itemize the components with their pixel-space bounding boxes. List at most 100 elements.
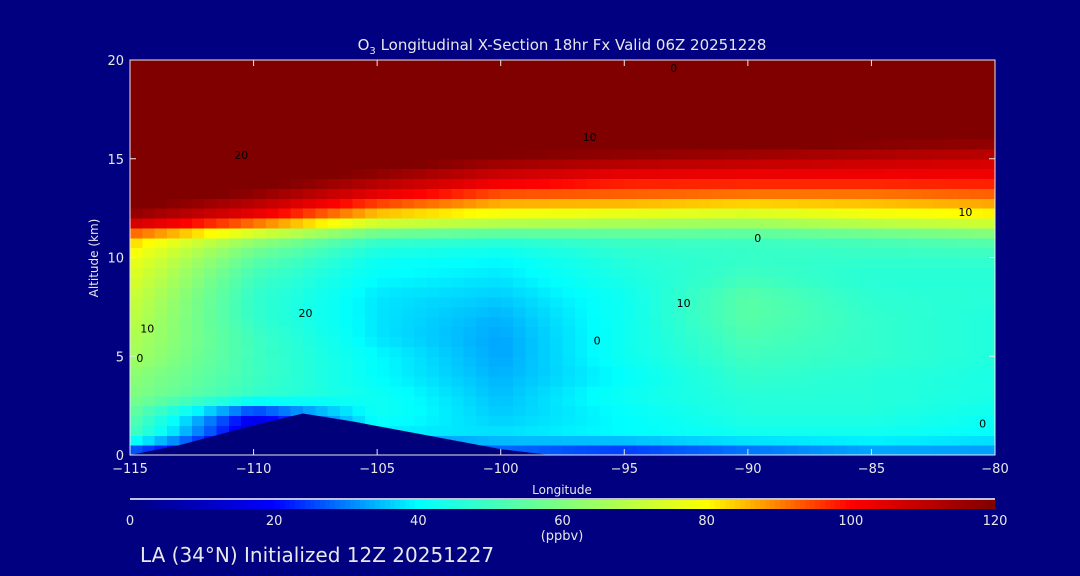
heatmap-cell xyxy=(945,297,959,308)
heatmap-cell xyxy=(747,445,761,456)
heatmap-cell xyxy=(130,139,143,150)
heatmap-cell xyxy=(945,178,959,189)
heatmap-cell xyxy=(167,218,181,229)
heatmap-cell xyxy=(784,139,798,150)
heatmap-cell xyxy=(327,79,341,91)
colorbar-segment xyxy=(205,500,211,509)
colorbar-segment xyxy=(215,500,221,509)
heatmap-cell xyxy=(797,445,811,456)
heatmap-cell xyxy=(352,385,366,397)
colorbar-segment xyxy=(410,500,416,509)
heatmap-cell xyxy=(883,376,897,387)
heatmap-cell xyxy=(747,425,761,436)
heatmap-cell xyxy=(167,435,181,446)
heatmap-cell xyxy=(401,297,415,308)
heatmap-cell xyxy=(340,316,354,328)
heatmap-cell xyxy=(673,366,687,377)
heatmap-cell xyxy=(945,198,959,209)
heatmap-cell xyxy=(747,139,761,150)
heatmap-cell xyxy=(290,336,304,347)
heatmap-cell xyxy=(846,79,860,91)
heatmap-cell xyxy=(303,366,316,377)
heatmap-cell xyxy=(636,376,650,387)
heatmap-cell xyxy=(377,129,391,140)
heatmap-cell xyxy=(574,435,588,446)
heatmap-cell xyxy=(834,139,848,150)
heatmap-cell xyxy=(154,89,168,101)
heatmap-cell xyxy=(130,247,143,259)
heatmap-cell xyxy=(364,247,378,259)
heatmap-cell xyxy=(809,435,823,446)
heatmap-cell xyxy=(154,218,168,229)
heatmap-cell xyxy=(661,198,675,209)
heatmap-cell xyxy=(957,198,971,209)
heatmap-cell xyxy=(982,277,996,288)
heatmap-cell xyxy=(636,168,650,180)
heatmap-cell xyxy=(216,237,230,249)
heatmap-cell xyxy=(908,445,922,456)
heatmap-cell xyxy=(957,445,971,456)
heatmap-cell xyxy=(179,178,193,189)
heatmap-cell xyxy=(265,405,279,417)
heatmap-cell xyxy=(834,346,848,357)
heatmap-cell xyxy=(340,129,354,140)
heatmap-cell xyxy=(945,247,959,259)
heatmap-cell xyxy=(661,326,675,338)
heatmap-cell xyxy=(871,277,885,288)
heatmap-cell xyxy=(920,188,934,199)
heatmap-cell xyxy=(957,435,971,446)
heatmap-cell xyxy=(624,326,638,338)
heatmap-cell xyxy=(241,326,255,338)
heatmap-cell xyxy=(241,69,255,81)
colorbar-segment xyxy=(415,500,421,509)
heatmap-cell xyxy=(216,356,230,367)
heatmap-cell xyxy=(438,306,452,318)
heatmap-cell xyxy=(550,178,564,189)
contour-label: 0 xyxy=(670,62,677,75)
heatmap-cell xyxy=(574,198,588,209)
heatmap-cell xyxy=(636,178,650,189)
heatmap-cell xyxy=(723,425,737,436)
heatmap-cell xyxy=(500,326,514,338)
heatmap-cell xyxy=(599,277,613,288)
colorbar-segment xyxy=(880,500,886,509)
heatmap-cell xyxy=(661,208,675,219)
heatmap-cell xyxy=(574,168,588,180)
heatmap-cell xyxy=(265,356,279,367)
heatmap-cell xyxy=(352,218,366,229)
colorbar-segment xyxy=(255,500,261,509)
heatmap-cell xyxy=(513,158,527,170)
colorbar-segment xyxy=(950,500,956,509)
heatmap-cell xyxy=(908,208,922,219)
heatmap-cell xyxy=(278,178,292,189)
heatmap-cell xyxy=(327,257,341,268)
heatmap-cell xyxy=(278,356,292,367)
heatmap-cell xyxy=(537,257,551,268)
heatmap-cell xyxy=(352,366,366,377)
heatmap-cell xyxy=(438,346,452,357)
heatmap-cell xyxy=(970,227,984,239)
heatmap-cell xyxy=(957,277,971,288)
colorbar-segment xyxy=(320,500,326,509)
heatmap-cell xyxy=(204,415,218,426)
heatmap-cell xyxy=(883,297,897,308)
heatmap-cell xyxy=(228,297,242,308)
heatmap-cell xyxy=(908,267,922,278)
heatmap-cell xyxy=(500,297,514,308)
heatmap-cell xyxy=(550,129,564,140)
heatmap-cell xyxy=(476,405,489,417)
heatmap-cell xyxy=(265,79,279,91)
heatmap-cell xyxy=(698,257,712,268)
heatmap-cell xyxy=(933,356,947,367)
heatmap-cell xyxy=(920,257,934,268)
heatmap-cell xyxy=(191,218,205,229)
colorbar-segment xyxy=(435,500,441,509)
heatmap-cell xyxy=(241,336,255,347)
heatmap-cell xyxy=(772,178,786,189)
heatmap-cell xyxy=(253,109,267,120)
heatmap-cell xyxy=(933,415,947,426)
heatmap-cell xyxy=(760,297,774,308)
heatmap-cell xyxy=(611,158,625,170)
heatmap-cell xyxy=(216,267,230,278)
heatmap-cell xyxy=(401,247,415,259)
